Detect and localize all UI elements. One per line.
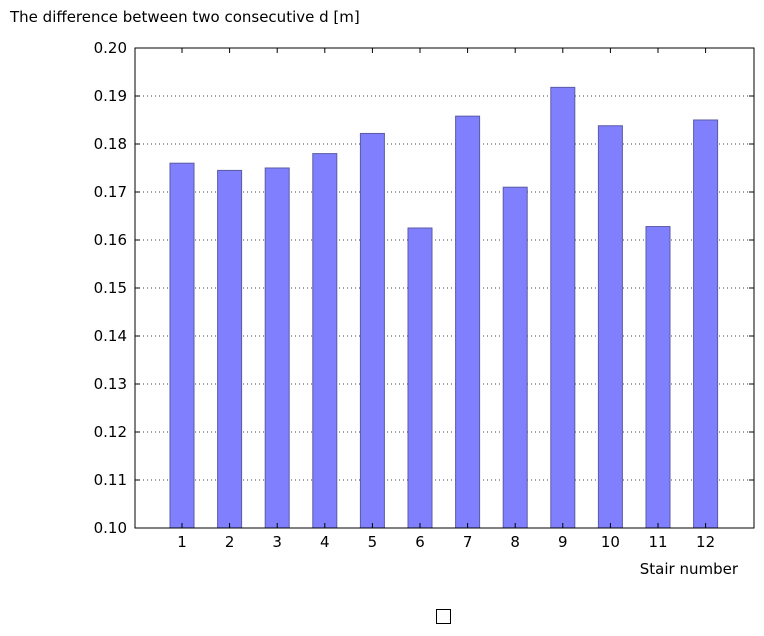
bar-3: [264, 167, 290, 529]
x-tick-label: 10: [601, 533, 620, 551]
y-tick-label: 0.12: [94, 423, 127, 441]
y-tick-label: 0.11: [94, 471, 127, 489]
bar-1: [169, 162, 195, 529]
y-tick-label: 0.15: [94, 279, 127, 297]
legend-marker: [436, 609, 451, 624]
x-tick-label: 11: [648, 533, 667, 551]
x-tick-label: 7: [463, 533, 473, 551]
bar-4: [312, 153, 338, 529]
x-tick-label: 8: [510, 533, 520, 551]
y-tick-label: 0.20: [94, 39, 127, 57]
y-tick-label: 0.16: [94, 231, 127, 249]
x-tick-label: 9: [558, 533, 568, 551]
x-ticks: 1 2 3 4 5 6 7 8 9 10 11 12: [177, 48, 715, 551]
x-tick-label: 2: [225, 533, 235, 551]
bar-8: [502, 186, 528, 529]
y-tick-label: 0.13: [94, 375, 127, 393]
bar-12: [693, 119, 719, 529]
bar-7: [455, 115, 481, 529]
bar-9: [550, 86, 576, 529]
bar-2: [217, 169, 243, 529]
x-tick-label: 3: [272, 533, 282, 551]
bars: [169, 86, 719, 529]
x-tick-label: 5: [368, 533, 378, 551]
x-tick-label: 4: [320, 533, 330, 551]
x-axis-label: Stair number: [639, 560, 738, 578]
y-axis-label: The difference between two consecutive d…: [10, 8, 360, 26]
bar-6: [407, 227, 433, 529]
y-tick-label: 0.19: [94, 87, 127, 105]
y-ticks: 0.10 0.11 0.12 0.13 0.14 0.15 0.16 0.17 0.18 0.19…: [94, 39, 754, 537]
y-tick-label: 0.18: [94, 135, 127, 153]
bar-11: [645, 226, 671, 529]
bar-5: [359, 132, 385, 529]
bar-10: [597, 125, 623, 529]
x-tick-label: 6: [415, 533, 425, 551]
x-tick-label: 1: [177, 533, 187, 551]
y-tick-label: 0.14: [94, 327, 127, 345]
y-tick-label: 0.10: [94, 519, 127, 537]
y-tick-label: 0.17: [94, 183, 127, 201]
x-tick-label: 12: [696, 533, 715, 551]
